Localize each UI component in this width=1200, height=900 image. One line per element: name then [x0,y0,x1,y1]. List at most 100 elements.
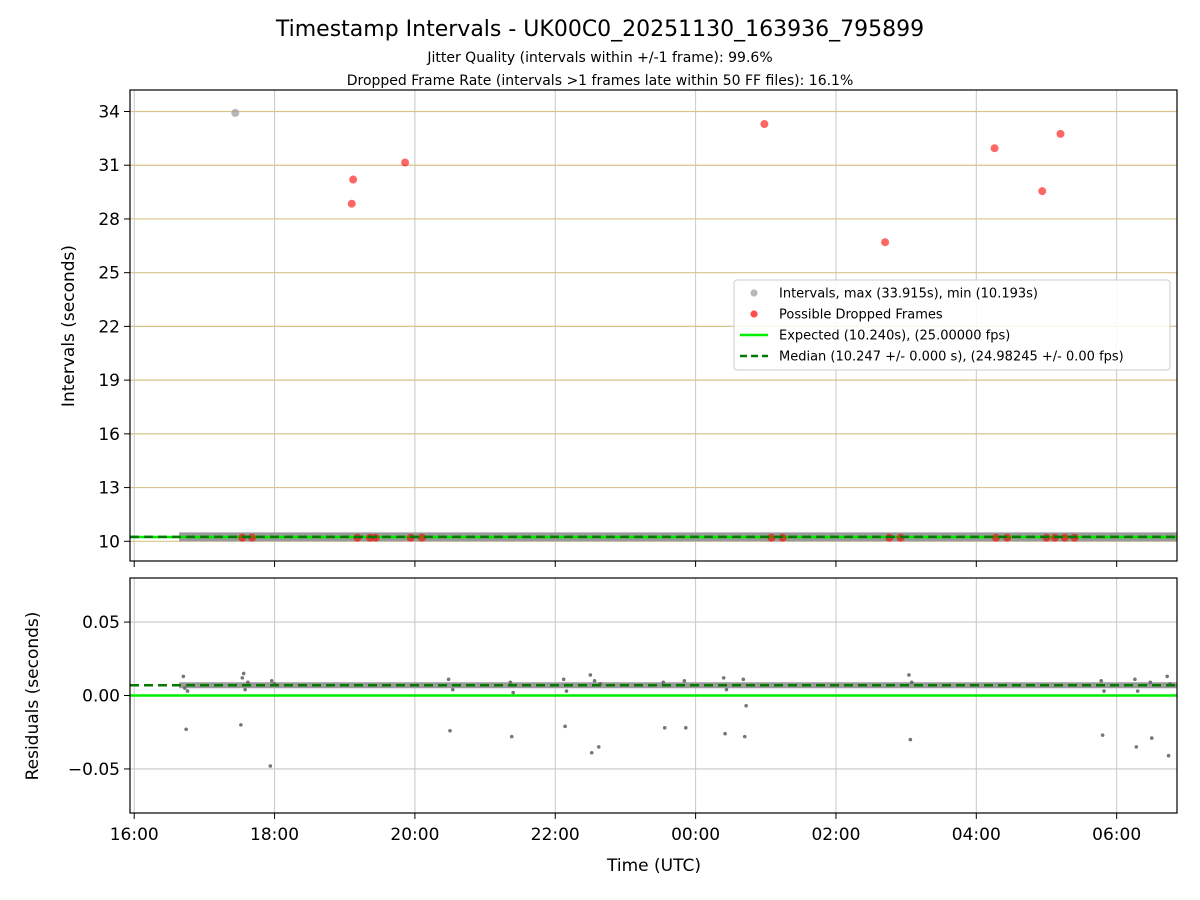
bottom-point-0-41 [1102,689,1106,693]
bottom-point-0-13 [448,728,452,733]
residuals-plot: 0.05 0.00 −0.05 16:00 18:00 20:00 22:00 00:00 02… [68,577,1178,845]
top-point-1-3 [347,199,356,208]
bottom-point-0-44 [1135,689,1140,693]
top-ytick-label-6: 28 [98,210,120,230]
bottom-point-0-0 [181,674,186,679]
bottom-point-0-10 [269,679,274,683]
legend-label-3: Median (10.247 +/- 0.000 s), (24.98245 +… [779,350,1124,365]
bottom-point-0-43 [1134,745,1139,749]
top-point-1-7 [401,158,410,167]
legend-marker-1 [750,310,758,318]
top-point-1-25 [1186,122,1194,130]
bottom-point-0-28 [682,679,687,683]
bottom-point-0-1 [182,686,187,690]
bottom-xlabel: Time (UTC) [606,856,701,876]
bottom-point-0-37 [908,737,913,742]
bottom-point-0-33 [741,677,746,682]
xtick-label-7: 06:00 [1092,825,1141,845]
top-point-0-0 [231,108,240,117]
bottom-point-0-3 [185,689,190,693]
bottom-point-0-16 [509,734,514,739]
legend-label-2: Expected (10.240s), (25.00000 fps) [779,329,1010,344]
top-point-1-22 [1056,129,1065,138]
bottom-point-0-26 [661,680,666,685]
legend-label-0: Intervals, max (33.915s), min (10.193s) [779,287,1038,302]
xtick-label-0: 16:00 [110,825,159,845]
top-ytick-label-4: 22 [98,317,120,337]
bottom-point-0-22 [589,750,594,755]
chart-subtitle-jitter: Jitter Quality (intervals within +/-1 fr… [426,50,772,66]
top-plot-content [130,108,1198,542]
chart-title: Timestamp Intervals - UK00C0_20251130_16… [275,17,924,42]
bottom-point-0-27 [662,726,667,730]
top-ytick-label-8: 34 [98,102,120,122]
bottom-point-0-21 [588,673,593,677]
bottom-point-0-19 [563,724,567,729]
top-ytick-label-5: 25 [98,264,120,284]
top-point-1-19 [1038,187,1047,196]
bottom-point-0-20 [564,689,569,693]
bottom-ytick-label-0: 0.05 [82,613,120,633]
bottom-point-0-8 [246,680,250,685]
top-ytick-label-3: 19 [98,371,120,391]
bottom-point-0-2 [184,727,188,732]
xtick-label-4: 00:00 [671,825,720,845]
bottom-point-0-30 [721,676,726,680]
bottom-point-0-7 [243,687,247,692]
bottom-ytick-label-2: −0.05 [68,760,120,780]
bottom-point-0-35 [744,703,748,708]
xtick-label-3: 22:00 [531,825,580,845]
bottom-ytick-label-1: 0.00 [82,687,120,707]
top-point-1-2 [349,175,358,184]
top-point-1-16 [990,144,999,153]
bottom-point-0-18 [561,677,566,682]
bottom-point-0-23 [592,679,597,683]
top-point-1-10 [760,120,769,129]
bottom-point-0-36 [907,673,911,677]
xtick-label-5: 02:00 [811,825,860,845]
bottom-point-0-45 [1148,680,1153,685]
top-ylabel: Intervals (seconds) [59,245,79,407]
bottom-point-0-31 [723,731,727,736]
legend: Intervals, max (33.915s), min (10.193s) P… [733,279,1171,371]
bottom-frame [129,577,1178,814]
top-point-1-11 [767,533,776,542]
bottom-point-0-40 [1100,733,1105,737]
bottom-point-0-5 [240,676,245,680]
top-point-1-13 [881,238,890,247]
bottom-point-0-39 [1099,679,1104,683]
bottom-point-0-12 [446,677,451,682]
legend-box [733,279,1171,371]
intervals-plot: 10 13 16 19 22 25 28 31 34 [98,89,1198,567]
bottom-plot-content [130,671,1177,768]
top-point-1-26 [1190,534,1198,542]
xtick-label-6: 04:00 [952,825,1001,845]
bottom-point-0-24 [596,745,601,749]
bottom-point-0-38 [909,680,914,685]
legend-label-1: Possible Dropped Frames [779,308,943,323]
top-ytick-label-7: 31 [98,156,120,176]
bottom-point-0-34 [742,734,747,739]
chart-subtitle-dropped: Dropped Frame Rate (intervals >1 frames … [347,73,854,89]
top-ytick-label-1: 13 [98,479,120,499]
bottom-point-0-42 [1133,677,1137,682]
bottom-point-0-48 [1166,753,1171,758]
top-ytick-label-2: 16 [98,425,120,445]
bottom-ylabel: Residuals (seconds) [23,612,43,781]
top-ytick-label-0: 10 [98,532,120,552]
bottom-point-0-32 [724,687,729,692]
bottom-point-0-46 [1149,736,1154,740]
legend-marker-0 [750,289,758,297]
bottom-point-0-4 [241,671,246,676]
bottom-point-0-6 [239,723,243,727]
top-point-1-17 [991,533,1000,542]
bottom-point-0-47 [1165,674,1169,679]
xtick-label-2: 20:00 [390,825,439,845]
bottom-point-0-9 [268,764,273,768]
top-point-1-9 [417,533,426,542]
xtick-label-1: 18:00 [250,825,299,845]
bottom-point-0-29 [683,726,688,730]
bottom-point-0-14 [451,687,455,692]
bottom-point-0-17 [511,690,515,695]
